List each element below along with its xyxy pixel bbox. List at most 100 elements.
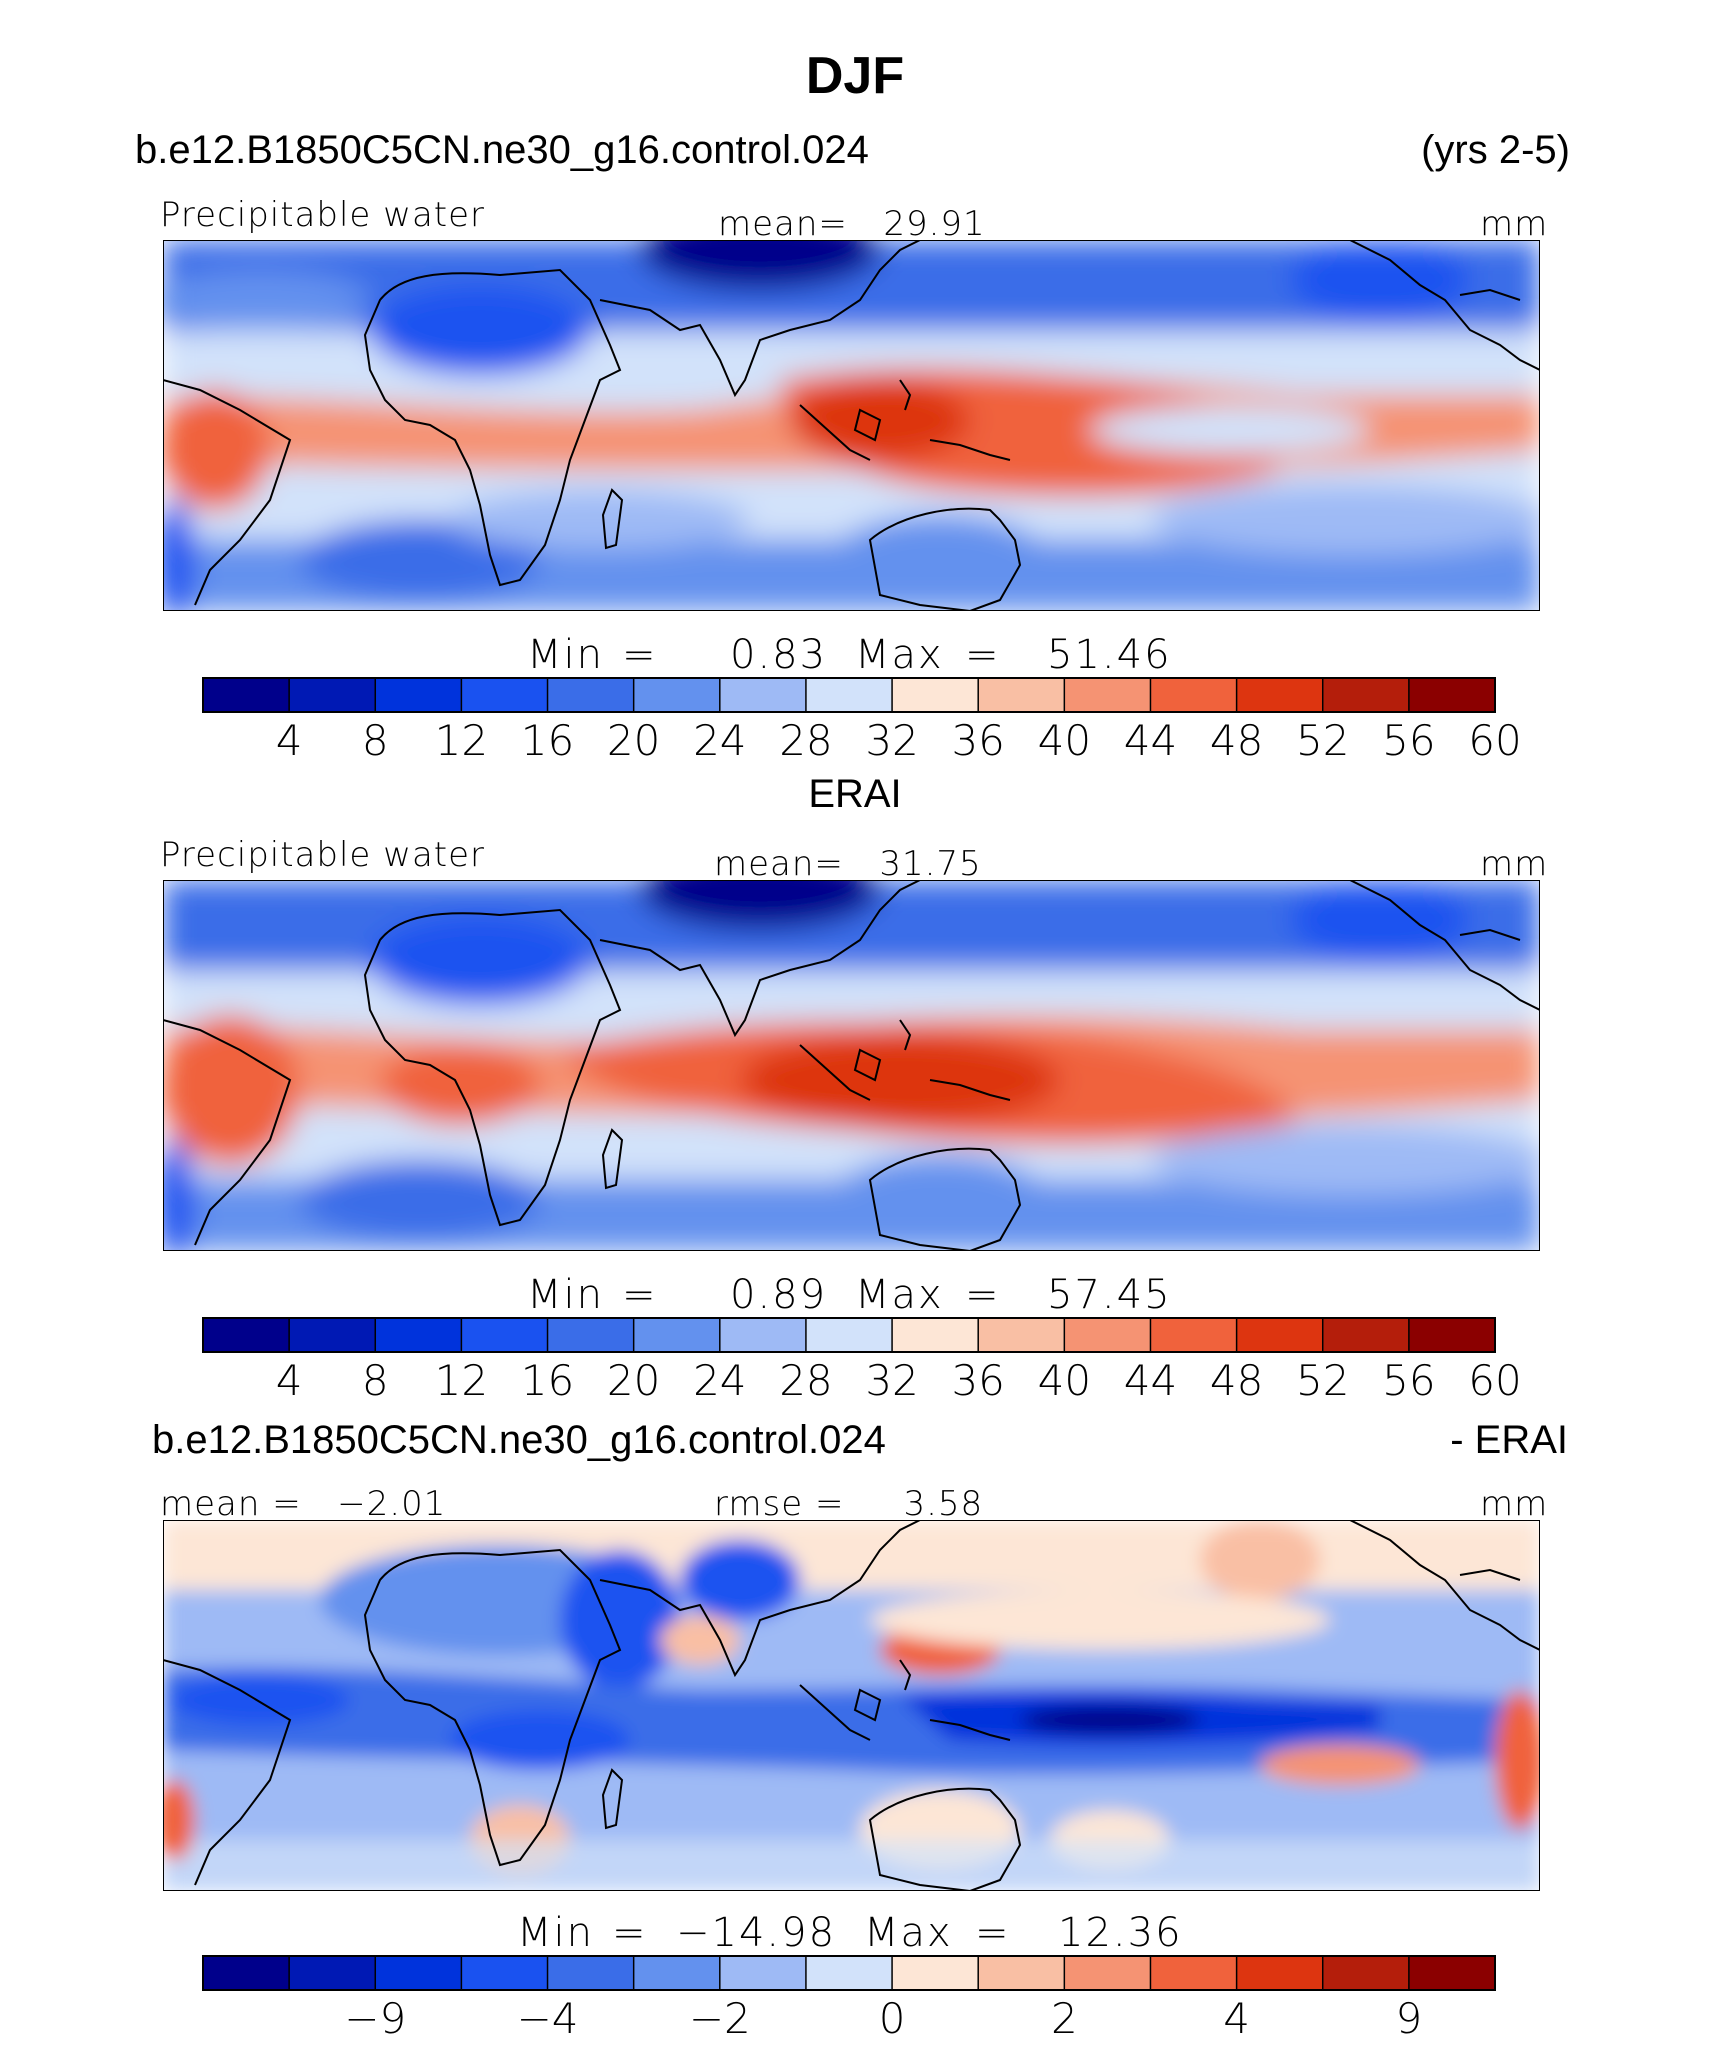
- panel2-min-eq: =: [622, 1272, 658, 1318]
- colorbar-2-swatch: [633, 1318, 721, 1352]
- colorbar-3-tick-label: −9: [344, 1994, 407, 2043]
- coastlines: [163, 1520, 1540, 1891]
- panel3-min-eq: =: [612, 1910, 648, 1956]
- colorbar-1-tick-label: 24: [693, 716, 747, 765]
- colorbar-2-tick-label: 8: [361, 1356, 389, 1405]
- figure-title: DJF: [805, 47, 905, 105]
- colorbar-2-frame: [202, 1317, 1496, 1353]
- colorbar-1-swatch: [1150, 678, 1238, 712]
- colorbar-1-swatch: [547, 678, 635, 712]
- panel3-units: mm: [1480, 1484, 1549, 1524]
- colorbar-2-tick-label: 56: [1382, 1356, 1436, 1405]
- colorbar-2-tick-label: 4: [275, 1356, 303, 1405]
- colorbar-1-swatch: [1408, 678, 1496, 712]
- colorbar-1-swatch: [719, 678, 807, 712]
- panel3-mean-label: mean = −2.01: [160, 1484, 447, 1524]
- panel2-max-value: 57.45: [1047, 1272, 1172, 1318]
- colorbar-3-swatch: [1064, 1956, 1151, 1990]
- panel2-mean-label: mean= 31.75: [714, 844, 982, 884]
- panel1-min-value: 0.83: [730, 632, 828, 678]
- panel3-run-name: b.e12.B1850C5CN.ne30_g16.control.024: [152, 1418, 886, 1462]
- colorbar-2-tick-label: 40: [1037, 1356, 1092, 1405]
- colorbar-2-tick-label: 36: [951, 1356, 1005, 1405]
- panel1-years: (yrs 2-5): [1421, 128, 1570, 172]
- map-panel-model: [163, 240, 1540, 611]
- colorbar-2-swatch: [289, 1318, 376, 1352]
- panel2-min-label: Min: [527, 1272, 604, 1318]
- colorbar-3-tick-label: −4: [516, 1994, 579, 2043]
- colorbar-2-tick-label: 16: [520, 1356, 575, 1405]
- colorbar-2-swatch: [547, 1318, 635, 1352]
- colorbar-1-swatch: [1064, 678, 1151, 712]
- colorbar-1-swatch: [203, 678, 290, 712]
- panel3-minus-erai: - ERAI: [1450, 1418, 1568, 1462]
- colorbar-2-swatch: [978, 1318, 1065, 1352]
- colorbar-1-tick-label: 20: [606, 716, 661, 765]
- colorbar-2-tick-label: 12: [434, 1356, 489, 1405]
- panel1-max-value: 51.46: [1047, 632, 1172, 678]
- colorbar-1-swatch: [892, 678, 979, 712]
- panel3-max-label: Max: [864, 1910, 953, 1956]
- panel1-max-label: Max: [855, 632, 944, 678]
- colorbar-1-tick-label: 8: [361, 716, 389, 765]
- colorbar-1-tick-label: 48: [1209, 716, 1264, 765]
- colorbar-1-tick-label: 28: [779, 716, 833, 765]
- colorbar-1-tick-label: 12: [434, 716, 489, 765]
- colorbar-1-tick-label: 56: [1382, 716, 1436, 765]
- colorbar-1-tick-label: 60: [1468, 716, 1522, 765]
- panel1-field-label: Precipitable water: [160, 195, 486, 235]
- colorbar-1-tick-label: 4: [275, 716, 303, 765]
- colorbar-2-tick-label: 52: [1295, 1356, 1350, 1405]
- colorbar-1-tick-label: 16: [520, 716, 575, 765]
- colorbar-3-swatch: [633, 1956, 721, 1990]
- colorbar-1-swatch: [375, 678, 462, 712]
- colorbar-3-swatch: [1408, 1956, 1496, 1990]
- colorbar-3-swatch: [289, 1956, 376, 1990]
- colorbar-3-swatch: [1236, 1956, 1324, 1990]
- panel1-min-eq: =: [622, 632, 658, 678]
- colorbar-2-swatch: [719, 1318, 807, 1352]
- panel2-field-label: Precipitable water: [160, 835, 486, 875]
- coastlines: [163, 240, 1540, 611]
- panel3-min-label: Min: [517, 1910, 594, 1956]
- colorbar-2-swatch: [805, 1318, 893, 1352]
- colorbar-2-tick-label: 20: [606, 1356, 661, 1405]
- colorbar-2-swatch: [203, 1318, 290, 1352]
- colorbar-2-swatch: [1064, 1318, 1151, 1352]
- colorbar-1-swatch: [805, 678, 893, 712]
- colorbar-3-swatch: [375, 1956, 462, 1990]
- panel1-mean-label: mean= 29.91: [718, 204, 986, 244]
- colorbar-3-swatch: [461, 1956, 549, 1990]
- colorbar-2-swatch: [1408, 1318, 1496, 1352]
- colorbar-2-tick-label: 44: [1123, 1356, 1178, 1405]
- colorbar-2-swatch: [375, 1318, 462, 1352]
- colorbar-1-tick-label: 36: [951, 716, 1005, 765]
- panel2-dataset: ERAI: [808, 772, 902, 816]
- panel1-units: mm: [1480, 204, 1549, 244]
- panel3-min-value: −14.98: [676, 1910, 837, 1956]
- colorbar-1-swatch: [1322, 678, 1410, 712]
- panel2-min-value: 0.89: [730, 1272, 828, 1318]
- panel2-units: mm: [1480, 844, 1549, 884]
- map-panel-difference: [163, 1520, 1540, 1891]
- colorbar-3-frame: [202, 1955, 1496, 1991]
- colorbar-2-tick-label: 48: [1209, 1356, 1264, 1405]
- colorbar-1-frame: [202, 677, 1496, 713]
- colorbars: [202, 677, 1496, 1991]
- colorbar-3-tick-label: 0: [878, 1994, 906, 2043]
- colorbar-3-swatch: [1322, 1956, 1410, 1990]
- colorbar-2-swatch: [461, 1318, 549, 1352]
- panel1-min-label: Min: [527, 632, 604, 678]
- colorbar-3-swatch: [978, 1956, 1065, 1990]
- colorbar-2-tick-label: 60: [1468, 1356, 1522, 1405]
- colorbar-1-swatch: [633, 678, 721, 712]
- colorbar-2-tick-label: 24: [693, 1356, 747, 1405]
- colorbar-2-swatch: [1236, 1318, 1324, 1352]
- colorbar-2-swatch: [892, 1318, 979, 1352]
- colorbar-1-tick-label: 44: [1123, 716, 1178, 765]
- panel2-max-label: Max: [855, 1272, 944, 1318]
- colorbar-3-swatch: [719, 1956, 807, 1990]
- colorbar-2-swatch: [1322, 1318, 1410, 1352]
- panel3-rmse-label: rmse = 3.58: [714, 1484, 984, 1524]
- colorbar-3-tick-label: −2: [688, 1994, 751, 2043]
